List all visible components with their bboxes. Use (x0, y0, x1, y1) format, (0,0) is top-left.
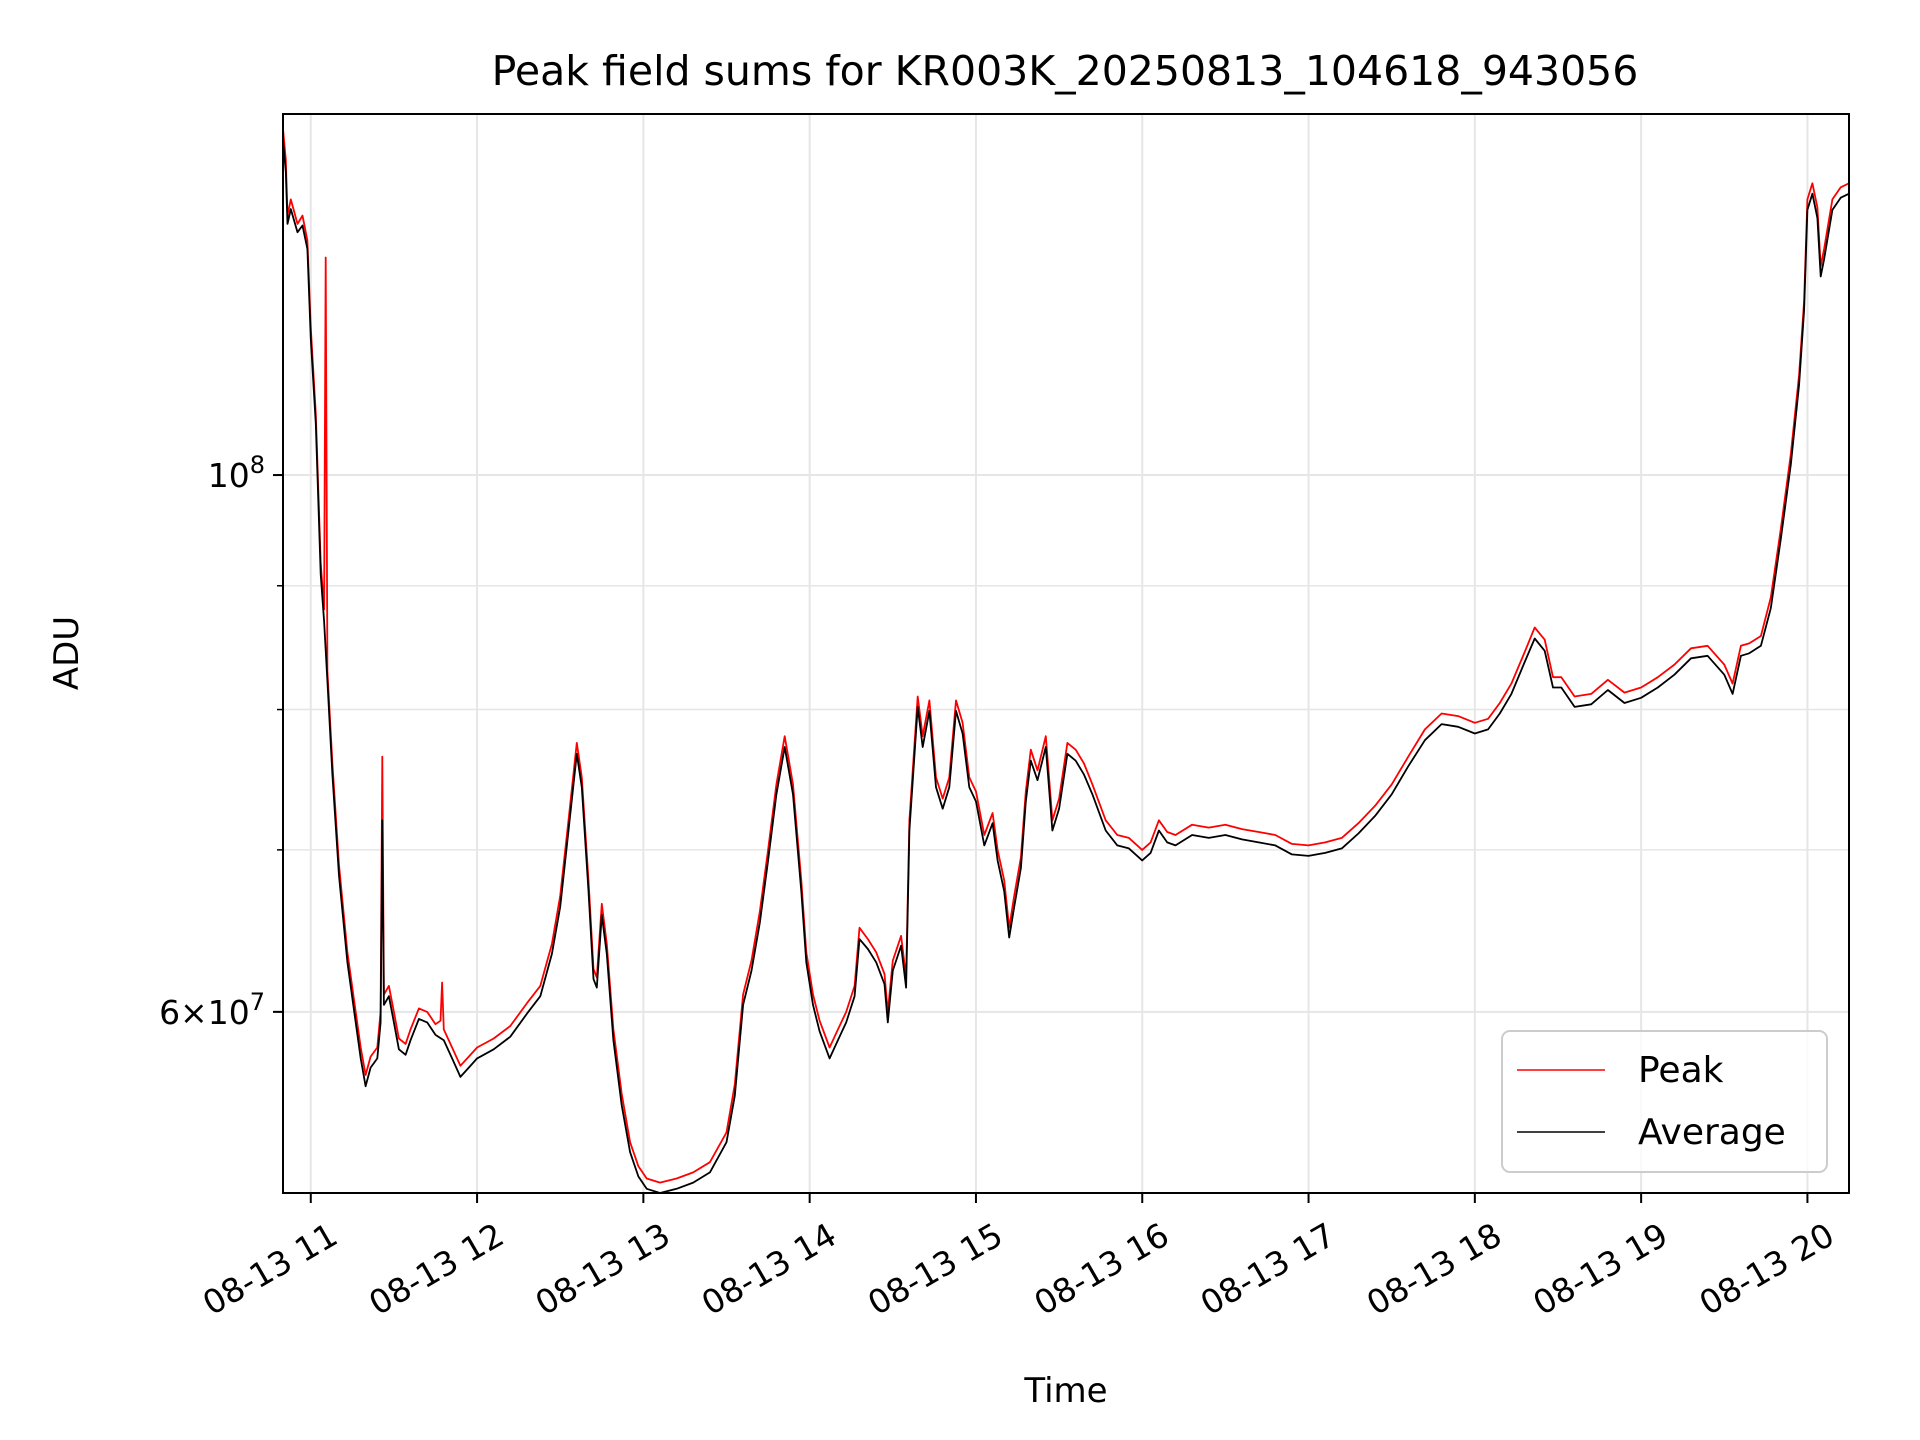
x-axis-label: Time (1023, 1371, 1107, 1411)
legend-box (1501, 1030, 1828, 1173)
legend-label-average: Average (1638, 1112, 1786, 1153)
series-layer (283, 128, 1849, 1193)
y-axis-label: ADU (47, 616, 87, 690)
legend-label-peak: Peak (1638, 1050, 1724, 1091)
y-tick-label: 6×107 (159, 988, 265, 1032)
plot-frame (282, 113, 1850, 1194)
y-axis: 108 6×107 (159, 451, 283, 1032)
legend: Peak Average (1501, 1030, 1828, 1173)
grid-layer (283, 114, 1849, 1193)
series-line-average (283, 140, 1849, 1193)
y-tick-label: 108 (208, 451, 265, 495)
chart-title: Peak field sums for KR003K_20250813_1046… (492, 47, 1639, 95)
